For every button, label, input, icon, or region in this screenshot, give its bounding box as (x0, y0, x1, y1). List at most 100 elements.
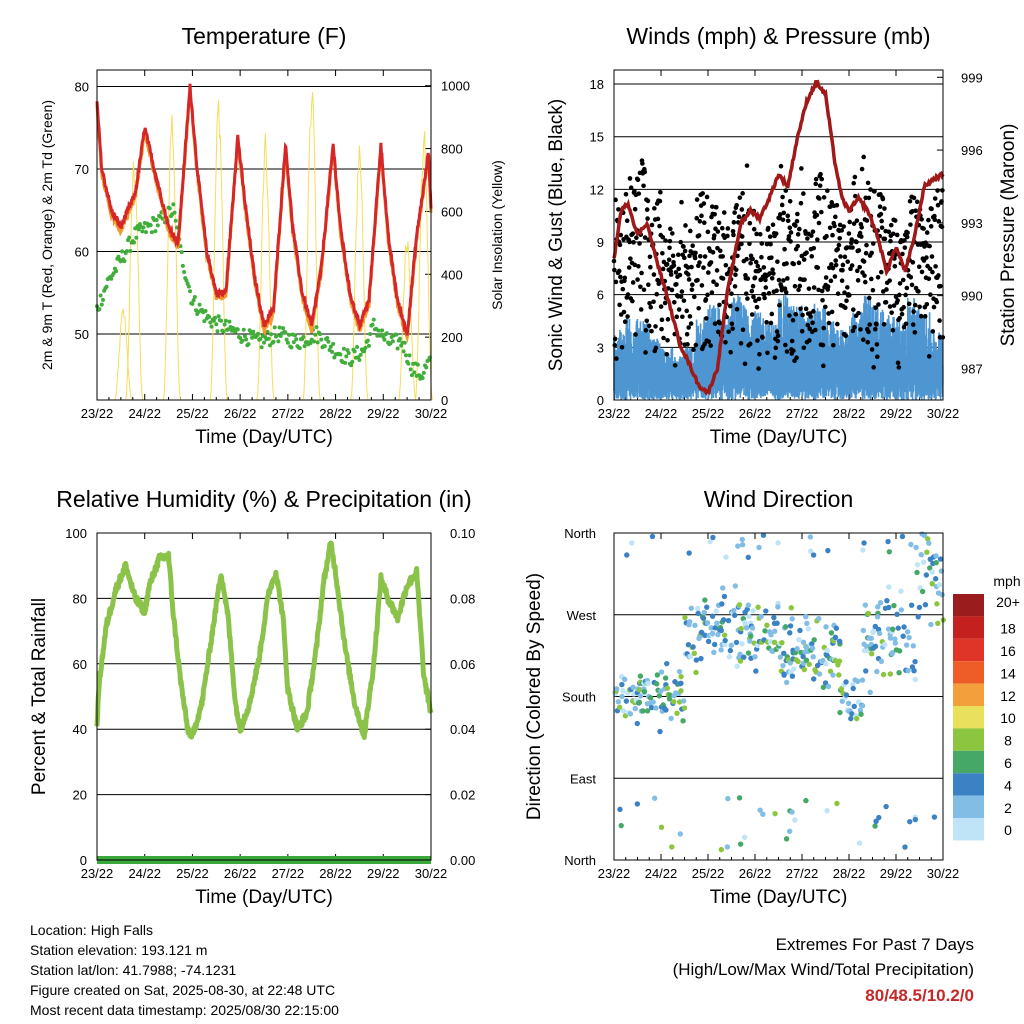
gust-point (827, 225, 833, 231)
gust-point (703, 316, 709, 321)
gust-point (874, 354, 880, 360)
gust-point (821, 325, 827, 331)
y-right-tick-label: 0.08 (450, 591, 475, 606)
gust-point (844, 298, 849, 304)
dewpoint-point (258, 336, 263, 341)
direction-point (711, 641, 718, 648)
gust-point (667, 238, 673, 244)
direction-point (881, 641, 888, 648)
direction-point (739, 536, 745, 543)
direction-point (892, 640, 899, 646)
gust-point (916, 289, 921, 294)
direction-point (664, 660, 670, 667)
direction-point (791, 666, 797, 672)
gust-point (859, 225, 864, 230)
direction-point (746, 613, 752, 620)
gust-point (831, 342, 836, 348)
gust-point (856, 310, 861, 316)
gust-point (908, 275, 914, 280)
gust-point (754, 304, 760, 310)
gust-point (634, 235, 639, 241)
direction-point (763, 608, 769, 614)
x-tick-label: 26/22 (224, 406, 257, 421)
extremes-title: Extremes For Past 7 Days (775, 935, 974, 954)
direction-point (636, 699, 643, 706)
gust-point (798, 306, 803, 312)
gust-point (861, 154, 866, 160)
gust-point (835, 321, 840, 327)
gust-point (811, 309, 816, 314)
x-axis-label: Time (Day/UTC) (195, 427, 333, 448)
gust-point (775, 259, 780, 264)
gust-point (745, 276, 751, 281)
dewpoint-point (251, 329, 256, 334)
plot-frame (613, 69, 944, 401)
direction-point (808, 548, 814, 554)
gust-point (668, 226, 673, 232)
gust-point (886, 229, 892, 235)
gust-point (747, 241, 752, 247)
dewpoint-point (122, 259, 127, 264)
dewpoint-point (155, 223, 160, 228)
x-tick-label: 30/22 (927, 866, 960, 881)
x-tick-label: 29/22 (367, 866, 400, 881)
gust-point (801, 345, 807, 351)
y-tick-label: East (570, 771, 596, 786)
direction-point (621, 676, 628, 683)
gust-point (932, 196, 938, 201)
direction-point (677, 831, 684, 837)
gust-point (919, 217, 924, 222)
colorbar-label: 0 (1004, 822, 1012, 838)
dewpoint-point (167, 206, 172, 211)
gust-point (729, 321, 735, 327)
x-tick-label: 27/22 (786, 866, 819, 881)
direction-point (664, 685, 671, 691)
direction-point (786, 828, 793, 834)
dewpoint-point (197, 302, 202, 307)
gust-point (818, 171, 823, 177)
direction-point (874, 614, 881, 620)
dewpoint-point (222, 322, 227, 327)
dewpoint-point (171, 202, 176, 207)
gust-point (852, 324, 857, 330)
dewpoint-point (271, 339, 276, 344)
direction-point (896, 648, 903, 654)
gust-point (644, 207, 650, 212)
dewpoint-point (134, 235, 139, 240)
direction-point (823, 624, 829, 630)
gust-point (863, 250, 869, 256)
direction-point (884, 597, 890, 604)
dewpoint-point (287, 332, 292, 337)
direction-point (704, 620, 711, 626)
x-tick-label: 30/22 (927, 406, 960, 421)
colorbar-label: 14 (1000, 665, 1016, 681)
gust-point (701, 265, 706, 270)
gust-point (751, 294, 756, 300)
direction-point (933, 553, 939, 559)
dewpoint-point (269, 332, 274, 337)
colorbar-swatch (953, 728, 984, 751)
direction-point (782, 624, 789, 630)
y-tick-label: 6 (597, 288, 604, 303)
y-right-tick-label: 996 (961, 143, 983, 158)
dewpoint-point (173, 218, 178, 223)
direction-point (905, 667, 911, 674)
direction-point (803, 657, 810, 663)
gust-point (842, 290, 847, 296)
y-tick-label: 60 (73, 657, 87, 672)
gust-point (666, 257, 672, 263)
direction-point (911, 667, 917, 674)
gust-point (647, 254, 653, 260)
gust-point (884, 287, 889, 292)
gust-point (728, 349, 733, 355)
gust-point (657, 198, 663, 204)
gust-point (877, 204, 883, 210)
gust-point (868, 187, 873, 192)
gust-point (813, 176, 819, 182)
gust-point (731, 220, 737, 225)
gust-point (887, 278, 892, 283)
direction-point (794, 646, 800, 652)
gust-point (860, 337, 866, 343)
direction-point (650, 699, 656, 705)
dewpoint-point (99, 302, 104, 307)
